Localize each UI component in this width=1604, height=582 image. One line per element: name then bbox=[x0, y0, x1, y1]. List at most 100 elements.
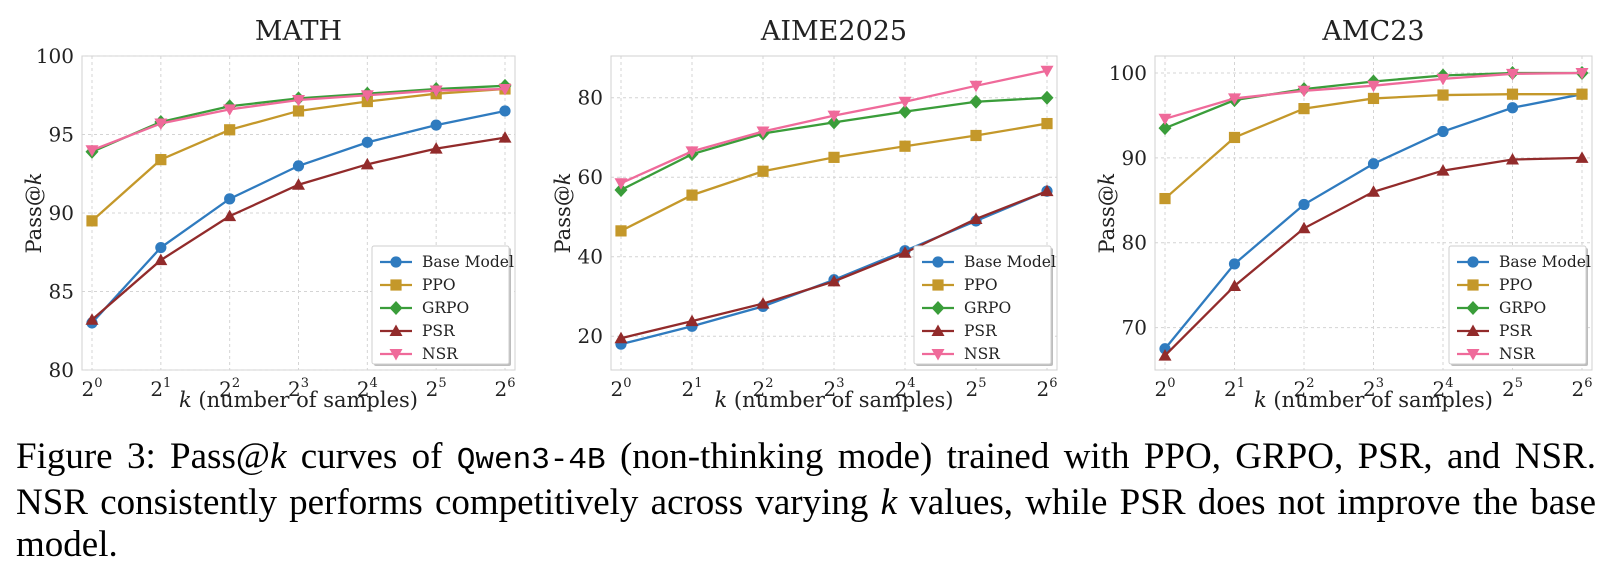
data-point bbox=[1506, 68, 1519, 81]
data-point bbox=[1158, 121, 1172, 136]
legend-marker bbox=[389, 324, 403, 336]
data-point bbox=[1158, 349, 1172, 361]
x-axis-label: k (number of samples) bbox=[1254, 388, 1493, 412]
legend-marker bbox=[932, 256, 944, 268]
legend-marker bbox=[1467, 256, 1479, 268]
data-point bbox=[1298, 103, 1310, 115]
x-tick-label: 26 bbox=[1571, 376, 1592, 401]
data-point bbox=[498, 83, 512, 96]
legend-marker bbox=[389, 349, 403, 361]
data-point bbox=[292, 160, 305, 172]
x-tick-label: 23 bbox=[288, 376, 309, 401]
x-tick-label: 22 bbox=[1293, 376, 1314, 401]
data-point bbox=[1298, 198, 1310, 211]
data-point bbox=[429, 85, 443, 98]
legend-box bbox=[1448, 245, 1587, 365]
legend: Base Model PPO GRPO PSR NSR bbox=[1448, 245, 1591, 366]
data-point bbox=[1367, 185, 1380, 197]
y-tick-label: 70 bbox=[1122, 316, 1147, 340]
data-point bbox=[85, 313, 99, 325]
caption-k-symbol: k bbox=[269, 436, 287, 477]
data-point bbox=[1576, 88, 1588, 100]
data-point bbox=[899, 140, 911, 152]
series-psr bbox=[1158, 151, 1589, 361]
chart-title: MATH bbox=[255, 16, 342, 47]
y-tick-label: 90 bbox=[1122, 146, 1147, 170]
legend-label: PSR bbox=[422, 322, 456, 340]
x-tick-label: 22 bbox=[219, 376, 240, 401]
data-point bbox=[969, 94, 983, 109]
legend-label: GRPO bbox=[964, 299, 1011, 317]
legend-label: PSR bbox=[964, 322, 998, 340]
data-point bbox=[756, 297, 770, 309]
chart-math: MATH 80 85 90 95 100 20 21 22 23 24 25 26 k (number o… bbox=[22, 16, 516, 412]
x-tick-label: 23 bbox=[823, 376, 844, 401]
data-point bbox=[1367, 92, 1380, 105]
data-point bbox=[360, 157, 374, 170]
series-base-model bbox=[86, 105, 511, 329]
legend-label: PPO bbox=[964, 276, 998, 294]
data-point bbox=[1436, 164, 1450, 176]
data-point bbox=[155, 154, 167, 166]
y-tick-label: 90 bbox=[49, 201, 74, 225]
data-point bbox=[756, 126, 770, 139]
caption-text-tail: values, while PSR does not improve the b… bbox=[16, 482, 1596, 565]
x-axis-label: k (number of samples) bbox=[179, 388, 418, 412]
data-point bbox=[86, 215, 98, 227]
data-point bbox=[827, 110, 841, 123]
legend-label: PSR bbox=[1499, 322, 1533, 340]
series-psr bbox=[85, 131, 512, 325]
series-ppo bbox=[1159, 88, 1588, 205]
data-point bbox=[499, 105, 511, 117]
data-point bbox=[223, 104, 237, 116]
data-point bbox=[1228, 131, 1241, 144]
data-point bbox=[1228, 258, 1241, 270]
data-point bbox=[827, 115, 841, 130]
data-point bbox=[1040, 90, 1054, 105]
caption-model-name: Qwen3-4B bbox=[456, 443, 606, 478]
legend: Base Model PPO GRPO PSR NSR bbox=[371, 245, 514, 366]
x-tick-label: 25 bbox=[965, 376, 986, 401]
legend-label: GRPO bbox=[422, 299, 469, 317]
data-point bbox=[1228, 93, 1241, 105]
data-point bbox=[292, 105, 305, 117]
data-point bbox=[685, 314, 699, 327]
legend-marker bbox=[1466, 301, 1480, 315]
data-point bbox=[292, 178, 305, 190]
data-point bbox=[969, 212, 983, 224]
x-tick-label: 25 bbox=[1502, 376, 1523, 401]
figure-charts: MATH 80 85 90 95 100 20 21 22 23 24 25 26 k (number o… bbox=[22, 16, 1593, 412]
data-point bbox=[154, 118, 168, 131]
legend-label: GRPO bbox=[1499, 299, 1546, 317]
caption-k-symbol-2: k bbox=[880, 482, 898, 523]
legend-box bbox=[371, 245, 510, 365]
caption-text: curves of bbox=[286, 436, 457, 477]
chart-title: AIME2025 bbox=[760, 16, 907, 47]
data-point bbox=[686, 189, 698, 201]
legend-marker bbox=[1467, 279, 1479, 291]
legend-marker bbox=[390, 279, 402, 291]
x-axis-label: k (number of samples) bbox=[714, 388, 953, 412]
x-tick-label: 20 bbox=[1154, 376, 1175, 401]
data-point bbox=[614, 331, 628, 344]
y-tick-label: 40 bbox=[578, 245, 603, 269]
legend-label: NSR bbox=[422, 345, 459, 363]
data-point bbox=[224, 193, 236, 205]
y-tick-label: 100 bbox=[1109, 61, 1147, 85]
legend-marker bbox=[931, 324, 945, 336]
data-point bbox=[970, 129, 982, 142]
data-point bbox=[1436, 73, 1450, 86]
legend-label: PPO bbox=[422, 276, 456, 294]
data-point bbox=[224, 124, 236, 136]
data-point bbox=[614, 182, 628, 197]
data-point bbox=[498, 131, 512, 143]
data-point bbox=[361, 136, 373, 148]
y-tick-label: 80 bbox=[578, 86, 603, 110]
x-tick-label: 25 bbox=[426, 376, 447, 401]
data-point bbox=[155, 241, 167, 254]
data-point bbox=[223, 209, 237, 222]
data-point bbox=[1297, 85, 1311, 98]
legend-label: NSR bbox=[964, 345, 1001, 363]
series-nsr bbox=[85, 83, 512, 157]
data-point bbox=[1506, 153, 1519, 165]
